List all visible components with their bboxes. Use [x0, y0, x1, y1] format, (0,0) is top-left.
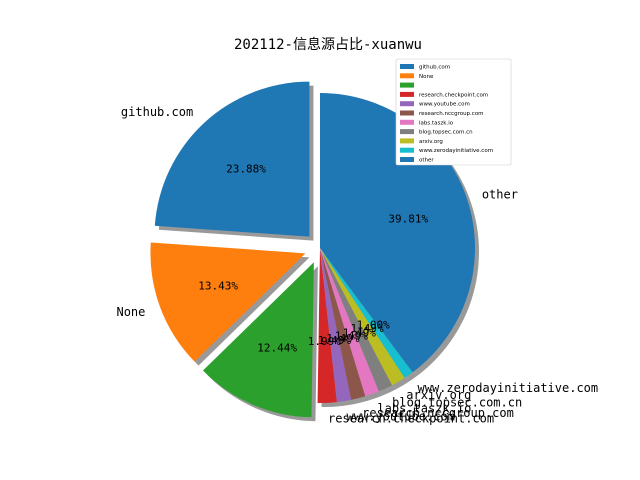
pct-label-arxiv-org: 1.49% — [351, 322, 384, 335]
label-labs-taszk-io: labs.taszk.io — [377, 402, 471, 416]
pct-label-www-zerodayinitiative-com: 1.00% — [357, 318, 390, 331]
legend-label-5: research.nccgroup.com — [419, 111, 484, 117]
label-research-nccgroup-com: research.nccgroup.com — [362, 406, 514, 420]
legend-label-8: arxiv.org — [419, 139, 443, 145]
slice-blog-topsec-com-cn — [320, 248, 393, 392]
legend-swatch-5 — [400, 110, 414, 116]
slice-www-zerodayinitiative-com — [320, 248, 413, 378]
pct-label-research-checkpoint-com: 1.99% — [308, 335, 341, 348]
slice-arxiv-org — [320, 248, 405, 386]
pct-label-unlabeled: 12.44% — [257, 342, 297, 355]
pct-label-www-youtube-com: 1.49% — [318, 334, 351, 347]
label-arxiv-org: arxiv.org — [406, 388, 471, 402]
legend-swatch-9 — [400, 147, 414, 153]
legend-swatch-7 — [400, 129, 414, 135]
legend-label-0: github.com — [419, 65, 450, 71]
pct-label-none: 13.43% — [198, 279, 238, 292]
legend-swatch-0 — [400, 64, 414, 69]
legend-frame — [395, 58, 512, 166]
slice-research-checkpoint-com — [317, 248, 337, 403]
label-none: None — [116, 305, 145, 319]
slice-research-nccgroup-com — [320, 248, 366, 400]
legend-swatch-10 — [400, 157, 414, 162]
legend-swatch-8 — [400, 138, 414, 144]
pct-label-labs-taszk-io: 1.49% — [335, 330, 368, 343]
pct-label-blog-topsec-com-cn: 1.49% — [343, 326, 376, 339]
legend-swatch-4 — [400, 101, 414, 107]
legend-swatch-2 — [400, 82, 414, 88]
label-www-zerodayinitiative-com: www.zerodayinitiative.com — [418, 381, 599, 395]
slice-www-youtube-com — [320, 248, 352, 403]
pct-label-github-com: 23.88% — [226, 163, 266, 176]
legend-swatch-3 — [400, 91, 414, 97]
label-blog-topsec-com-cn: blog.topsec.com.cn — [392, 395, 522, 409]
pct-label-research-nccgroup-com: 1.49% — [326, 332, 359, 345]
chart-title: 202112-信息源占比-xuanwu — [234, 36, 422, 53]
legend-label-10: other — [419, 158, 434, 164]
legend-label-4: www.youtube.com — [419, 102, 470, 108]
label-github-com: github.com — [121, 105, 193, 119]
label-research-checkpoint-com: research.checkpoint.com — [328, 411, 494, 425]
legend-label-9: www.zerodayinitiative.com — [419, 148, 493, 154]
label-www-youtube-com: www.youtube.com — [347, 409, 455, 423]
label-other: other — [482, 187, 518, 201]
legend-label-6: labs.taszk.io — [419, 120, 454, 126]
percent-labels: 23.88%13.43%12.44%1.99%1.49%1.49%1.49%1.… — [198, 163, 428, 355]
slice-github-com — [154, 81, 310, 237]
slice-labs-taszk-io — [320, 248, 379, 397]
legend-label-3: research.checkpoint.com — [419, 92, 488, 98]
slice-labels: github.comNoneresearch.checkpoint.comwww… — [116, 105, 598, 425]
slice-none — [150, 242, 306, 362]
legend-label-7: blog.topsec.com.cn — [419, 130, 473, 136]
legend: github.com None research.checkpoint.com www… — [395, 58, 512, 166]
slice-unlabeled — [202, 262, 314, 418]
pct-label-other: 39.81% — [388, 213, 428, 226]
legend-swatch-6 — [400, 119, 414, 125]
legend-swatch-1 — [400, 73, 414, 79]
legend-label-1: None — [419, 74, 434, 80]
